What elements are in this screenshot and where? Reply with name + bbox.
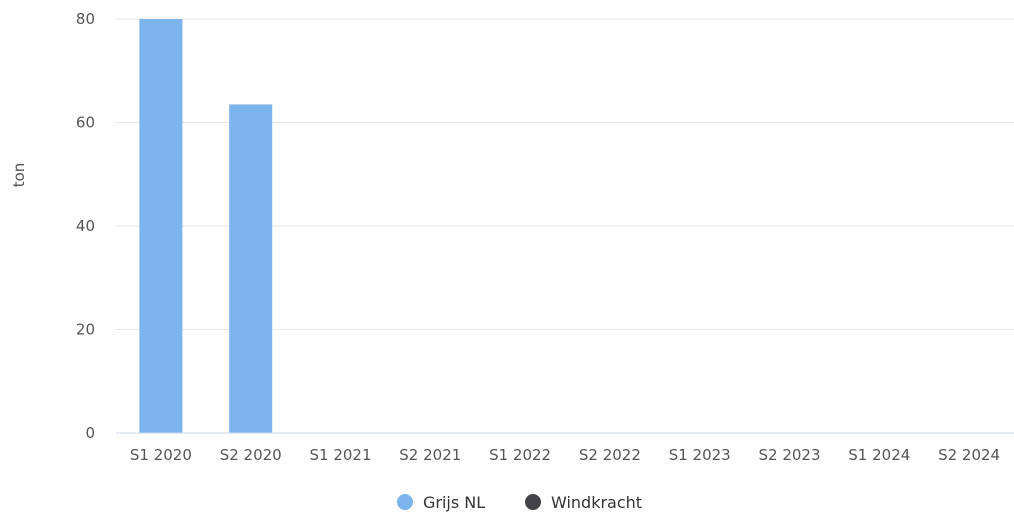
bar[interactable] [139,19,183,433]
legend-marker [525,494,541,510]
y-tick-label: 0 [85,424,95,442]
y-tick-label: 60 [76,114,95,132]
x-tick-label: S1 2024 [848,446,910,464]
x-tick-label: S2 2021 [399,446,461,464]
x-tick-label: S1 2021 [309,446,371,464]
x-tick-label: S2 2022 [579,446,641,464]
y-tick-label: 80 [76,10,95,28]
legend-item[interactable]: Grijs NL [397,493,485,512]
y-tick-label: 20 [76,321,95,339]
x-tick-label: S2 2024 [938,446,1000,464]
legend: Grijs NL Windkracht [397,493,642,512]
y-axis-title: ton [10,163,28,188]
legend-label: Windkracht [551,493,642,512]
legend-item[interactable]: Windkracht [525,493,642,512]
x-tick-label: S1 2020 [130,446,192,464]
bar[interactable] [229,104,273,433]
legend-label: Grijs NL [423,493,485,512]
x-tick-label: S1 2022 [489,446,551,464]
bars [139,19,273,433]
x-tick-label: S2 2023 [758,446,820,464]
y-axis-ticks: 0 20 40 60 80 [76,10,95,442]
x-axis-ticks: S1 2020 S2 2020 S1 2021 S2 2021 S1 2022 S2 20… [130,446,1000,464]
y-tick-label: 40 [76,217,95,235]
x-tick-label: S2 2020 [220,446,282,464]
legend-marker [397,494,413,510]
x-tick-label: S1 2023 [669,446,731,464]
